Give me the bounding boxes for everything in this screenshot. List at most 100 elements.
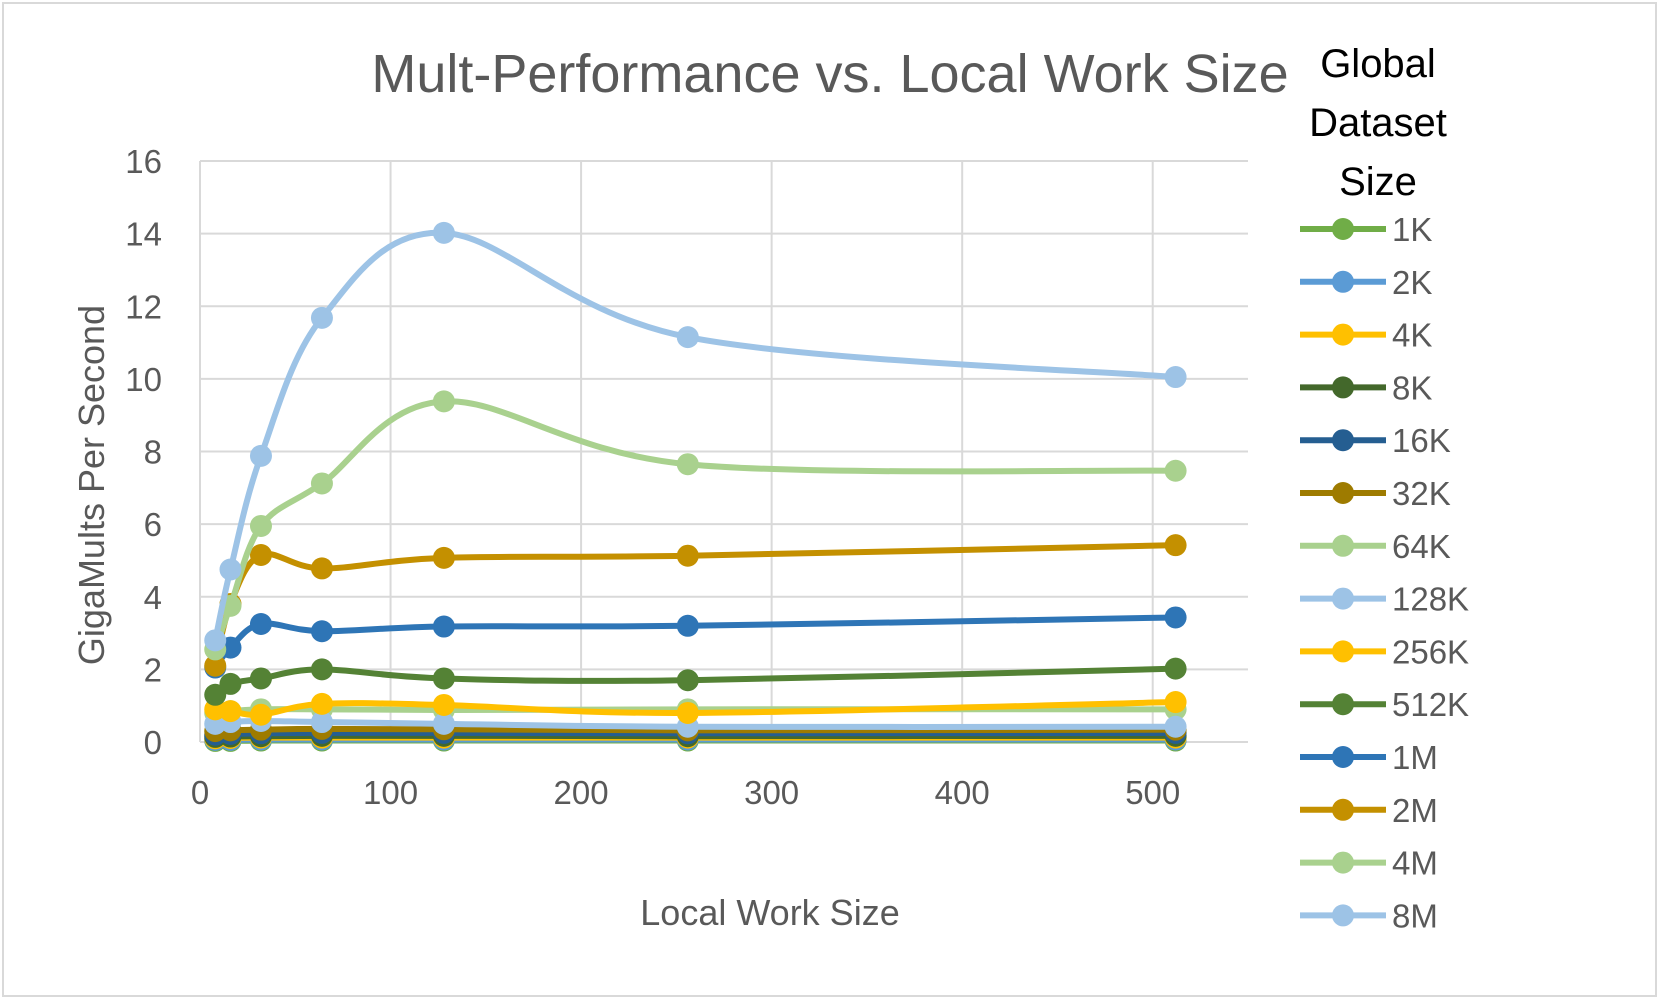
y-axis-title: GigaMults Per Second — [71, 305, 112, 665]
data-point-2m — [204, 654, 227, 677]
data-point-256k — [676, 701, 699, 724]
data-point-512k — [204, 683, 227, 706]
legend-item-32k: 32K — [1300, 475, 1451, 512]
data-point-512k — [219, 672, 242, 695]
legend-item-1m: 1M — [1300, 739, 1438, 776]
data-point-512k — [676, 669, 699, 692]
data-point-8m — [676, 326, 699, 349]
data-point-2m — [310, 557, 333, 580]
legend-item-128k: 128K — [1300, 581, 1469, 618]
legend-label: 4M — [1392, 845, 1438, 882]
data-point-4m — [249, 514, 272, 537]
data-point-256k — [219, 700, 242, 723]
x-axis-title: Local Work Size — [640, 892, 899, 933]
x-tick-label: 0 — [191, 774, 209, 811]
legend-swatch-marker — [1332, 218, 1354, 240]
data-point-2m — [432, 546, 455, 569]
series-2m — [204, 534, 1187, 677]
data-point-1m — [432, 615, 455, 638]
data-point-512k — [1164, 657, 1187, 680]
series-line-4m — [212, 398, 1176, 651]
chart-title: Mult-Performance vs. Local Work Size — [371, 44, 1288, 104]
y-tick-label: 14 — [125, 216, 162, 253]
y-tick-label: 8 — [144, 434, 162, 471]
y-tick-label: 2 — [144, 651, 162, 688]
data-point-4m — [310, 472, 333, 495]
x-tick-label: 300 — [744, 774, 799, 811]
y-tick-label: 10 — [125, 361, 162, 398]
legend-swatch-marker — [1332, 798, 1354, 821]
data-point-2m — [249, 543, 272, 566]
legend-label: 1K — [1392, 211, 1432, 248]
data-point-1m — [1164, 606, 1187, 629]
data-point-1m — [676, 614, 699, 637]
legend-label: 256K — [1392, 633, 1469, 670]
legend-label: 2M — [1392, 792, 1438, 829]
data-point-8m — [432, 221, 455, 244]
legend-swatch-marker — [1332, 587, 1354, 610]
legend-swatch-marker — [1332, 693, 1354, 716]
x-tick-label: 400 — [935, 774, 990, 811]
y-tick-label: 4 — [144, 579, 162, 616]
legend-label: 16K — [1392, 422, 1451, 459]
legend-label: 64K — [1392, 528, 1451, 565]
data-point-512k — [249, 667, 272, 690]
data-point-4m — [1164, 459, 1187, 482]
legend-label: 2K — [1392, 264, 1432, 301]
legend-swatch-marker — [1332, 640, 1354, 663]
legend-swatch-marker — [1332, 534, 1354, 557]
data-point-256k — [310, 692, 333, 715]
data-point-256k — [249, 703, 272, 726]
data-point-8m — [310, 306, 333, 329]
legend-label: 8M — [1392, 897, 1438, 934]
data-point-512k — [310, 658, 333, 681]
legend-swatch-marker — [1332, 376, 1354, 399]
data-point-256k — [1164, 691, 1187, 714]
y-tick-label: 6 — [144, 506, 162, 543]
legend-label: 4K — [1392, 317, 1432, 354]
data-point-2m — [1164, 534, 1187, 557]
legend: Global Dataset Size 1K 2K 4K 8K 16K 32K 64K 128K 2… — [1300, 42, 1469, 934]
legend-item-64k: 64K — [1300, 528, 1451, 565]
legend-item-1k: 1K — [1300, 211, 1432, 248]
legend-item-8k: 8K — [1300, 369, 1432, 406]
legend-swatch-marker — [1332, 746, 1354, 768]
legend-swatch-marker — [1332, 270, 1354, 293]
data-point-2m — [676, 544, 699, 567]
data-point-8m — [204, 629, 227, 652]
data-point-1m — [310, 620, 333, 643]
legend-item-2k: 2K — [1300, 264, 1432, 301]
legend-label: 512K — [1392, 686, 1469, 723]
legend-swatch-marker — [1332, 323, 1354, 346]
legend-item-4m: 4M — [1300, 845, 1438, 882]
series-line-8m — [212, 229, 1176, 641]
data-point-128k — [1164, 715, 1187, 738]
series-1m — [204, 606, 1187, 679]
data-point-4m — [432, 390, 455, 413]
legend-label: 128K — [1392, 581, 1469, 618]
y-tick-label: 0 — [144, 724, 162, 761]
legend-label: 8K — [1392, 369, 1432, 406]
data-point-4m — [676, 453, 699, 476]
axis-tick-labels: 0 2 4 6 8 10 12 14 16 0 100 200 300 400 500 — [125, 143, 1180, 811]
series-8m — [204, 221, 1187, 652]
x-tick-label: 100 — [363, 774, 418, 811]
legend-item-256k: 256K — [1300, 633, 1469, 670]
legend-items: 1K 2K 4K 8K 16K 32K 64K 128K 256K 512K 1M 2M 4M 8M — [1300, 211, 1469, 934]
legend-swatch-marker — [1332, 429, 1354, 452]
data-point-8m — [249, 444, 272, 467]
legend-swatch-marker — [1332, 851, 1354, 874]
series-512k — [204, 657, 1187, 706]
x-tick-label: 500 — [1125, 774, 1180, 811]
legend-label: 32K — [1392, 475, 1451, 512]
legend-swatch-marker — [1332, 904, 1354, 927]
legend-swatch-marker — [1332, 482, 1354, 504]
legend-item-512k: 512K — [1300, 686, 1469, 723]
x-tick-label: 200 — [554, 774, 609, 811]
data-point-8m — [219, 558, 242, 581]
y-tick-label: 16 — [125, 143, 162, 180]
legend-item-16k: 16K — [1300, 422, 1451, 459]
data-point-128k — [432, 712, 455, 735]
